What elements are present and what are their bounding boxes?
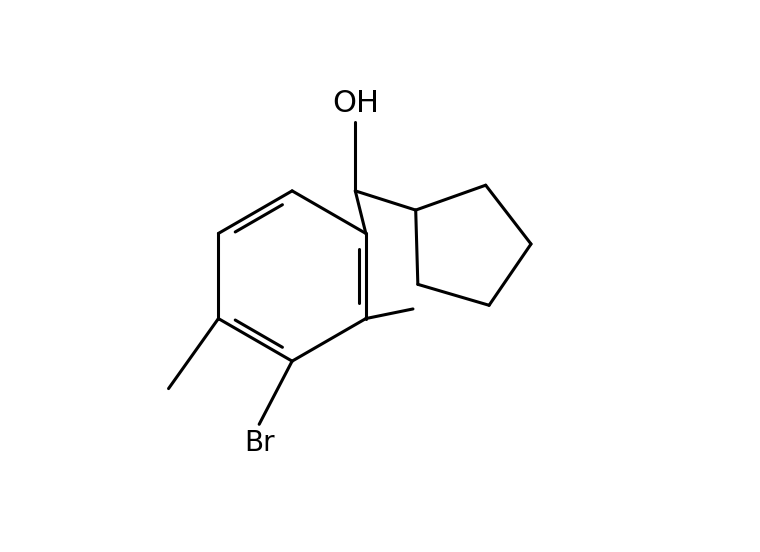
Text: Br: Br bbox=[244, 429, 274, 457]
Text: OH: OH bbox=[332, 89, 378, 118]
